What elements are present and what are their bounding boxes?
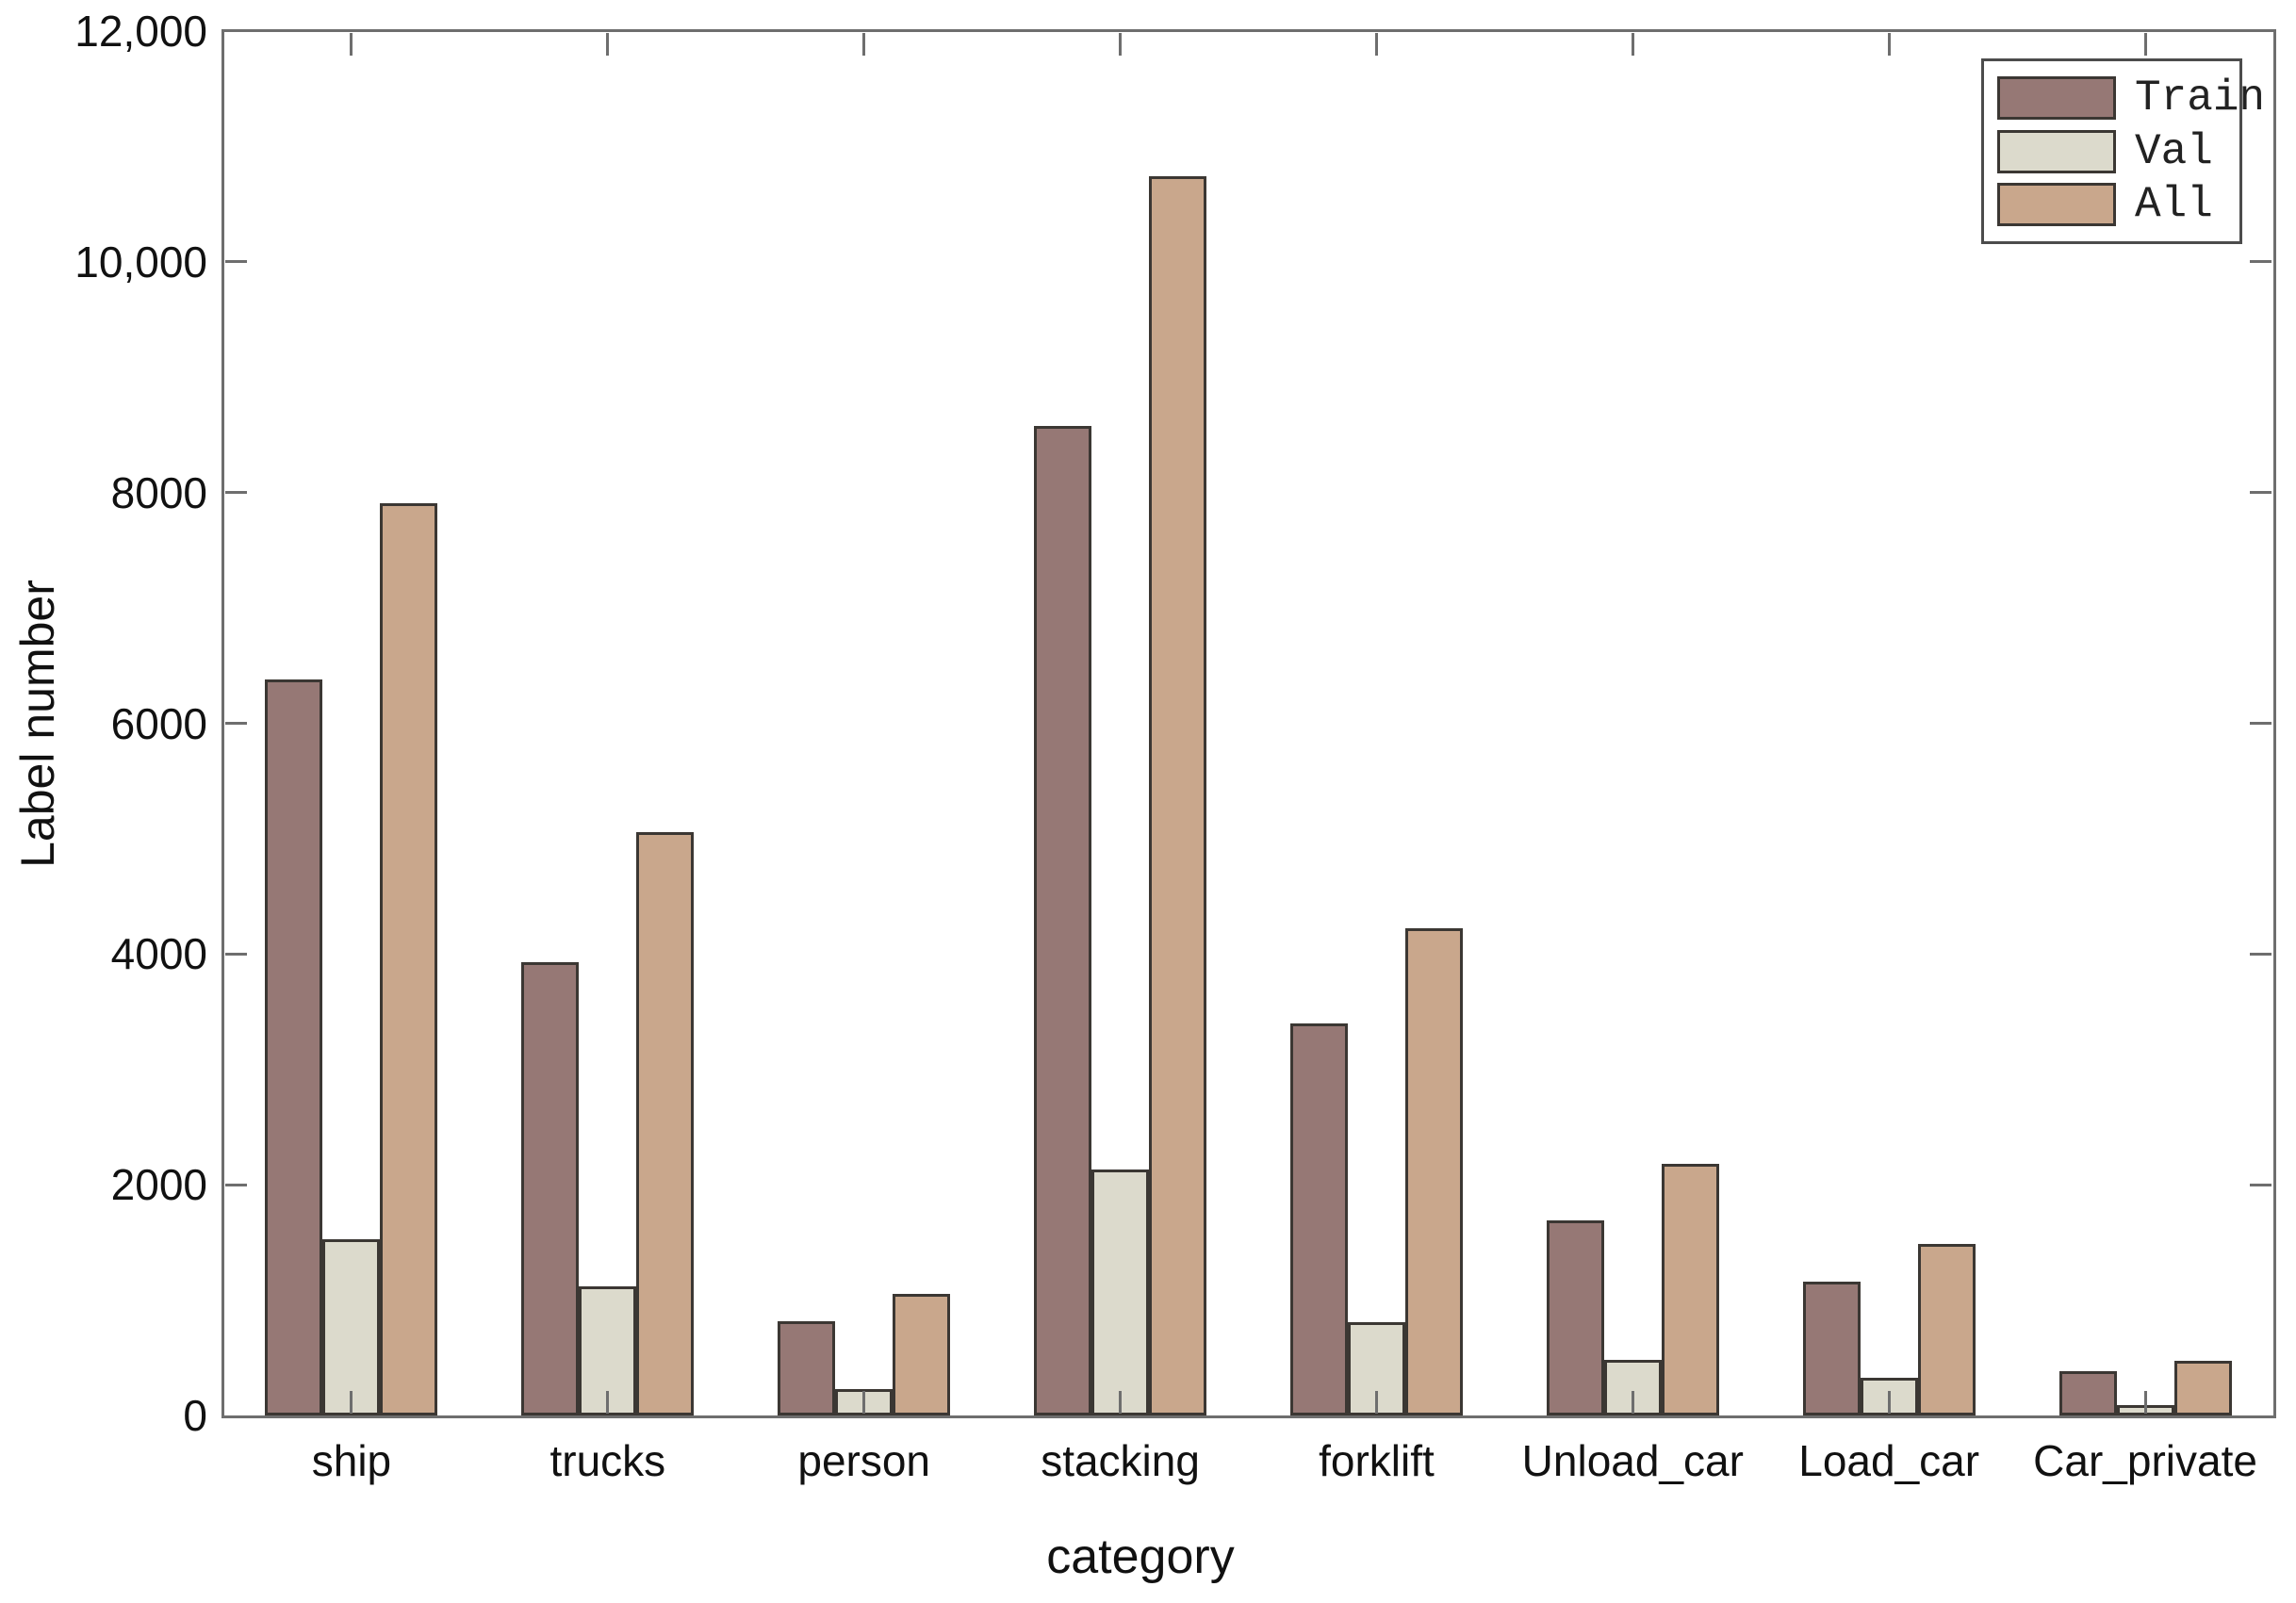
legend-item-all: All	[1997, 180, 2226, 229]
x-tick-top	[862, 33, 866, 56]
y-tick-label: 10,000	[74, 237, 207, 286]
x-tick-top	[2143, 33, 2147, 56]
x-tick	[862, 1391, 866, 1414]
x-tick	[1374, 1391, 1378, 1414]
x-tick-top	[606, 33, 610, 56]
x-tick	[350, 1391, 353, 1414]
y-tick-label: 12,000	[74, 7, 207, 56]
x-tick-top	[350, 33, 353, 56]
bar-all-stacking	[1149, 176, 1207, 1415]
bar-train-trucks	[521, 961, 580, 1415]
y-tick-right	[2250, 952, 2271, 956]
y-tick	[225, 260, 247, 264]
bar-train-unload_car	[1546, 1220, 1604, 1415]
bar-all-load_car	[1917, 1243, 1976, 1415]
y-tick-right	[2250, 1183, 2271, 1186]
y-tick	[225, 1183, 247, 1186]
bar-all-ship	[380, 502, 438, 1415]
x-tick	[606, 1391, 610, 1414]
y-tick	[225, 952, 247, 956]
bar-train-car_private	[2058, 1371, 2117, 1415]
bar-all-forklift	[1404, 928, 1463, 1415]
legend-label-all: All	[2135, 180, 2213, 230]
y-tick-label: 4000	[110, 929, 207, 979]
legend-swatch-train	[1997, 75, 2116, 120]
y-tick-right	[2250, 722, 2271, 725]
y-tick-label: 6000	[110, 698, 207, 748]
legend-swatch-all	[1997, 183, 2116, 227]
legend-label-train: Train	[2135, 73, 2266, 123]
x-tick-label: Car_private	[2033, 1436, 2257, 1485]
plot-area	[221, 29, 2276, 1418]
y-tick-label: 8000	[110, 467, 207, 517]
y-tick	[225, 491, 247, 495]
x-tick-top	[1374, 33, 1378, 56]
x-tick-label: forklift	[1319, 1436, 1435, 1485]
bar-train-ship	[265, 679, 323, 1415]
y-tick-right	[2250, 491, 2271, 495]
bar-train-forklift	[1289, 1022, 1348, 1415]
x-tick-label: Unload_car	[1521, 1436, 1744, 1485]
legend-item-val: Val	[1997, 127, 2226, 176]
bar-val-ship	[322, 1238, 381, 1415]
legend: Train Val All	[1981, 58, 2265, 244]
bar-train-person	[778, 1320, 836, 1415]
x-tick	[1887, 1391, 1891, 1414]
legend-swatch-val	[1997, 129, 2116, 173]
x-tick-label: ship	[311, 1436, 392, 1485]
bar-train-stacking	[1034, 425, 1092, 1415]
bar-train-load_car	[1802, 1281, 1861, 1415]
bar-val-load_car	[1860, 1377, 1918, 1415]
y-tick-right	[2250, 260, 2271, 264]
bar-all-person	[893, 1294, 951, 1415]
y-tick-label: 0	[183, 1391, 207, 1440]
legend-label-val: Val	[2135, 126, 2213, 176]
y-tick-label: 2000	[110, 1160, 207, 1210]
x-tick-label: person	[797, 1436, 931, 1485]
x-tick	[1631, 1391, 1634, 1414]
bar-val-stacking	[1091, 1170, 1150, 1415]
x-tick-top	[1887, 33, 1891, 56]
legend-item-train: Train	[1997, 74, 2265, 123]
x-tick-label: Load_car	[1798, 1436, 1980, 1485]
x-tick-label: trucks	[549, 1436, 666, 1485]
x-tick-top	[1631, 33, 1634, 56]
x-tick	[1119, 1391, 1123, 1414]
x-tick	[2143, 1391, 2147, 1414]
y-tick	[225, 722, 247, 725]
bar-all-unload_car	[1661, 1164, 1719, 1415]
x-axis-title: category	[1046, 1529, 1235, 1584]
x-tick-top	[1119, 33, 1123, 56]
bar-all-trucks	[636, 831, 695, 1415]
x-tick-label: stacking	[1041, 1436, 1200, 1485]
bar-all-car_private	[2173, 1361, 2232, 1415]
